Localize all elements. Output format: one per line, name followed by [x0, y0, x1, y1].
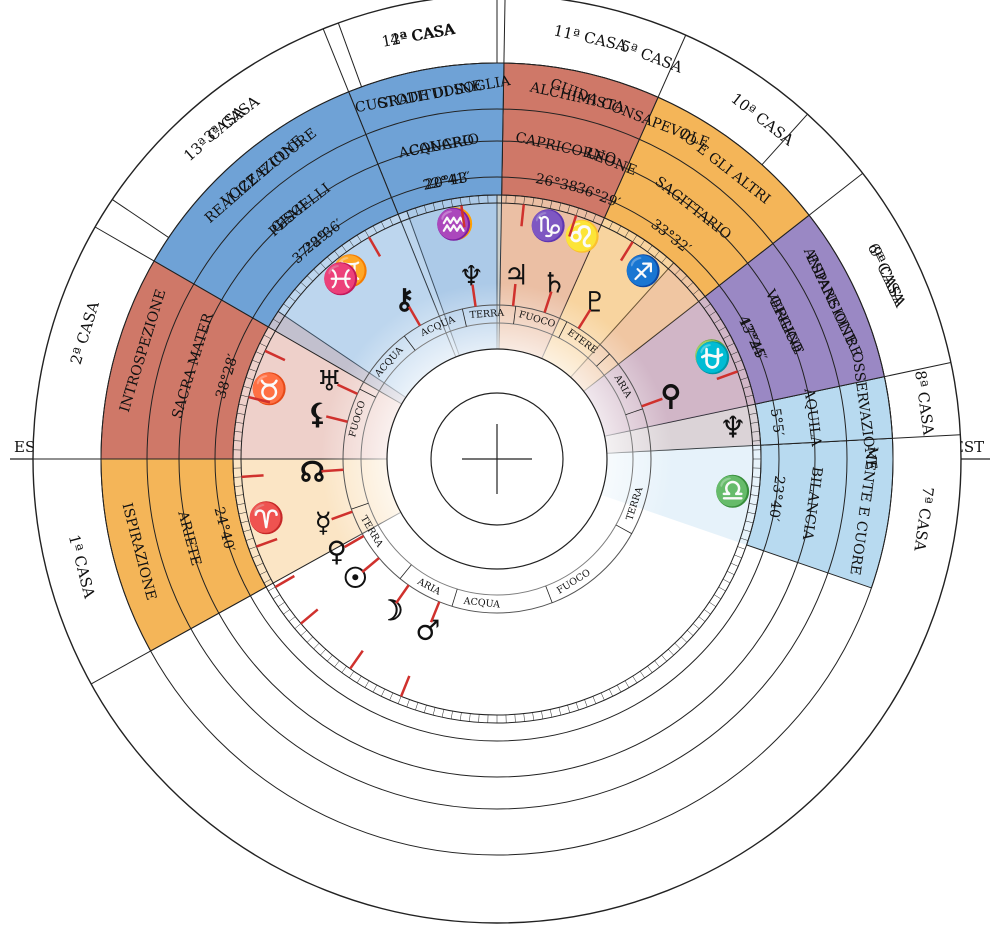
ring	[214, 176, 780, 742]
libra-icon: ♎	[714, 474, 751, 510]
venus-icon: ♀	[327, 535, 347, 568]
virgo-icon: ♍	[693, 338, 730, 374]
gemini-icon: ♊	[332, 253, 369, 289]
node-icon: ☊	[300, 455, 325, 488]
sign-name-label: AQUILA	[800, 387, 824, 449]
neptune-icon: ♆	[459, 259, 484, 292]
mercury-icon: ☿	[315, 506, 332, 539]
element-label: TERRA	[469, 308, 504, 321]
taurus-icon: ♉	[251, 371, 288, 407]
earth-cross-icon	[430, 392, 564, 526]
ring	[100, 62, 894, 856]
lilith-icon: ⚸	[307, 398, 328, 431]
aquarius-icon: ♒	[435, 206, 472, 242]
ring	[178, 140, 816, 778]
vertex-icon: ⚲	[661, 379, 682, 412]
aries-icon: ♈	[248, 500, 285, 536]
capricorn-icon: ♑	[530, 208, 567, 244]
sign-degree-label: 23°40′	[765, 474, 787, 522]
sign-degree-label: 20°43′	[424, 169, 472, 193]
sun-icon: ☉	[343, 561, 368, 594]
uranus-icon: ♅	[317, 364, 342, 397]
ring	[146, 108, 848, 810]
cancer-icon: ♋	[437, 206, 474, 242]
pisces-icon: ♓	[322, 261, 359, 297]
saturn-icon: ♄	[542, 267, 567, 300]
mars-icon: ♂	[415, 614, 440, 647]
sagittarius-icon: ♐	[625, 253, 662, 289]
eagle-icon: ♆	[720, 410, 747, 445]
pluto-icon: ♇	[582, 286, 607, 319]
sign-degree-label: 5°5′	[767, 407, 787, 437]
ophiuchus-icon: ⛎	[694, 340, 731, 376]
element-label: ACQUA	[462, 596, 501, 611]
